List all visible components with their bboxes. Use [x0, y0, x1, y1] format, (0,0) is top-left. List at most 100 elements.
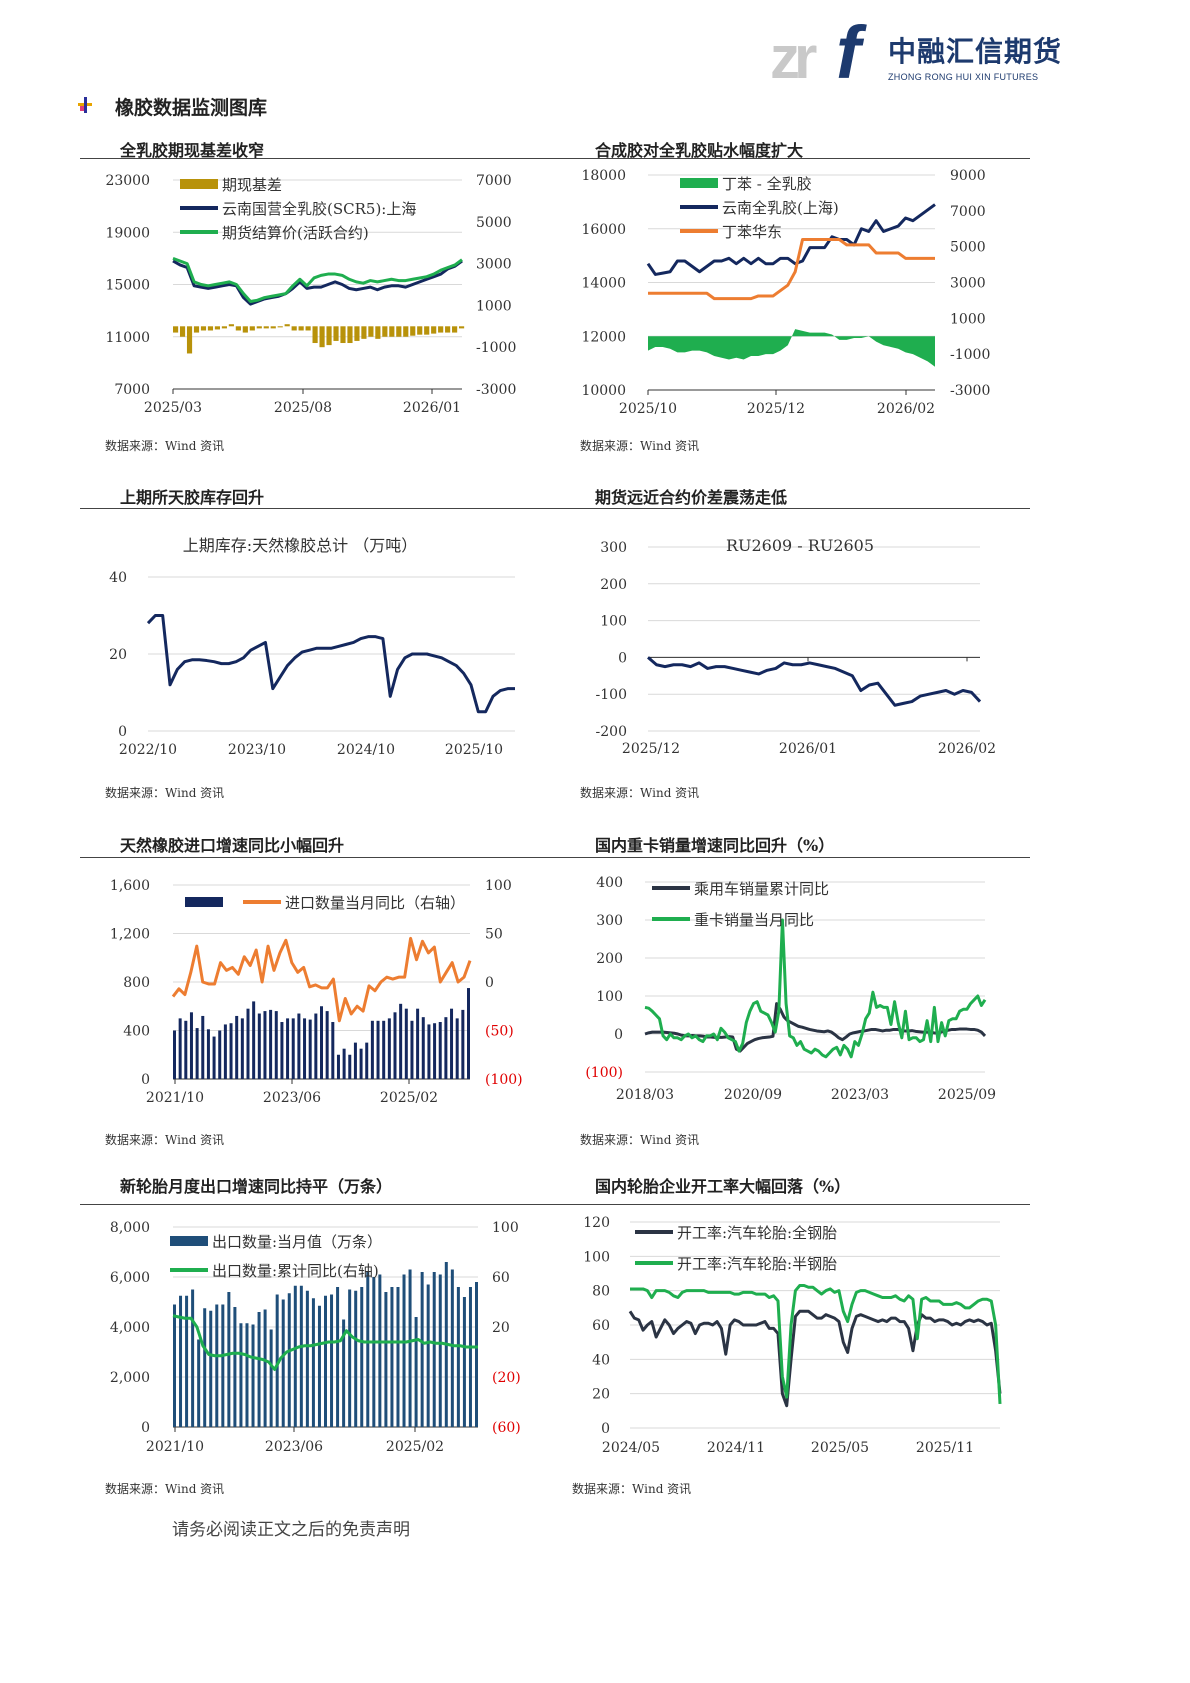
bar	[173, 326, 179, 333]
logo-mark-f: f	[836, 11, 861, 94]
y-tick-label: -200	[596, 724, 627, 740]
bar	[239, 1323, 243, 1427]
legend-label: 进口数量当月同比（右轴）	[285, 894, 465, 912]
bar	[408, 1269, 412, 1427]
bar	[342, 1048, 346, 1079]
bar	[179, 326, 186, 337]
bar	[221, 326, 227, 329]
chart-5: 0 400 800 1,200 1,600 (100) (50) 0 50 100 2021/10 2…	[110, 878, 523, 1106]
chart-3: 0 20 40 2022/10 2023/10 2024/10 2025/10 上期库存:天然…	[109, 536, 515, 758]
legend-label: 云南国营全乳胶(SCR5):上海	[222, 200, 416, 218]
y-tick-label: 60	[592, 1318, 610, 1334]
y-tick-label: 800	[123, 975, 150, 991]
bar	[399, 1003, 403, 1079]
bar	[403, 326, 409, 337]
bar	[361, 326, 367, 339]
y-tick-label: 2,000	[110, 1370, 150, 1386]
bar	[382, 326, 388, 337]
source-note: 数据来源：Wind 资讯	[105, 439, 225, 453]
bar	[257, 1013, 261, 1079]
y-tick-label: (100)	[585, 1065, 623, 1081]
bar	[396, 1287, 400, 1427]
y-tick-label: 7000	[114, 382, 150, 398]
source-note: 数据来源：Wind 资讯	[580, 439, 700, 453]
y2-tick-label: 5000	[476, 215, 512, 231]
bar	[284, 324, 290, 327]
y-tick-label: 300	[596, 913, 623, 929]
bar	[178, 1018, 182, 1079]
line	[648, 238, 935, 301]
bar	[212, 1036, 216, 1079]
bar	[384, 1292, 388, 1427]
bar	[249, 326, 255, 331]
bar	[326, 326, 332, 346]
bar	[404, 1008, 408, 1079]
x-tick-label: 2025/05	[811, 1440, 869, 1456]
y-tick-label: 100	[600, 614, 627, 630]
bar	[209, 1310, 213, 1427]
chart-inner-title: RU2609 - RU2605	[726, 536, 874, 555]
bar	[378, 1274, 382, 1427]
y-tick-label: 40	[109, 570, 127, 586]
legend-swatch	[680, 178, 718, 188]
bar	[417, 326, 423, 335]
legend-swatch	[185, 897, 223, 907]
x-tick-label: 2023/06	[265, 1439, 323, 1455]
bar	[191, 1289, 195, 1427]
bar	[242, 326, 248, 333]
bar	[340, 326, 346, 344]
legend-label: 重卡销量当月同比	[694, 911, 814, 929]
bar	[293, 1285, 297, 1427]
bar	[235, 326, 241, 331]
bar	[297, 1013, 301, 1079]
bar	[228, 324, 234, 327]
line	[172, 256, 463, 303]
bar	[200, 326, 207, 331]
bar	[331, 1022, 335, 1079]
bar	[462, 1297, 466, 1427]
y2-tick-label: 0	[485, 975, 494, 991]
series-2	[644, 918, 987, 1059]
bar	[207, 326, 214, 331]
legend-label: 丁苯华东	[722, 223, 782, 241]
bar	[410, 1020, 414, 1079]
chart-title-3: 上期所天胶库存回升	[120, 488, 265, 507]
y-tick-label: 6,000	[110, 1270, 150, 1286]
y-tick-label: 20	[592, 1387, 610, 1403]
bar	[468, 1287, 472, 1427]
y-tick-label: 120	[583, 1215, 610, 1231]
bar	[452, 326, 458, 333]
bar	[421, 1017, 425, 1079]
source-note: 数据来源：Wind 资讯	[105, 786, 225, 800]
x-tick-label: 2026/02	[938, 741, 996, 757]
bar	[314, 1013, 318, 1079]
bar	[354, 326, 360, 341]
bar	[438, 1022, 442, 1079]
y-tick-label: 0	[614, 1027, 623, 1043]
chart-title-6: 国内重卡销量增速同比回升（%）	[595, 836, 835, 855]
bar	[445, 326, 451, 333]
y2-tick-label: (20)	[492, 1370, 521, 1386]
bar	[375, 326, 381, 339]
bar	[427, 1024, 431, 1079]
source-note: 数据来源：Wind 资讯	[580, 786, 700, 800]
y-tick-label: 400	[596, 875, 623, 891]
chart-title-7: 新轮胎月度出口增速同比持平（万条）	[120, 1177, 393, 1196]
bar	[303, 1018, 307, 1079]
bar	[281, 1299, 285, 1427]
chart-title-4: 期货远近合约价差震荡走低	[595, 488, 788, 507]
series-1	[173, 988, 470, 1079]
bar	[336, 1287, 340, 1427]
x-tick-label: 2025/12	[622, 741, 680, 757]
bar	[444, 1017, 448, 1079]
x-tick-label: 2025/10	[445, 742, 503, 758]
line	[172, 1314, 478, 1371]
y2-tick-label: 60	[492, 1270, 510, 1286]
bar	[348, 1289, 352, 1427]
bar	[291, 326, 297, 331]
bar	[365, 1042, 369, 1079]
series-2	[172, 259, 463, 306]
bar	[189, 1012, 193, 1079]
disclaimer-footer: 请务必阅读正文之后的免责声明	[172, 1520, 410, 1540]
logo-company-name-en: ZHONG RONG HUI XIN FUTURES	[888, 72, 1039, 82]
